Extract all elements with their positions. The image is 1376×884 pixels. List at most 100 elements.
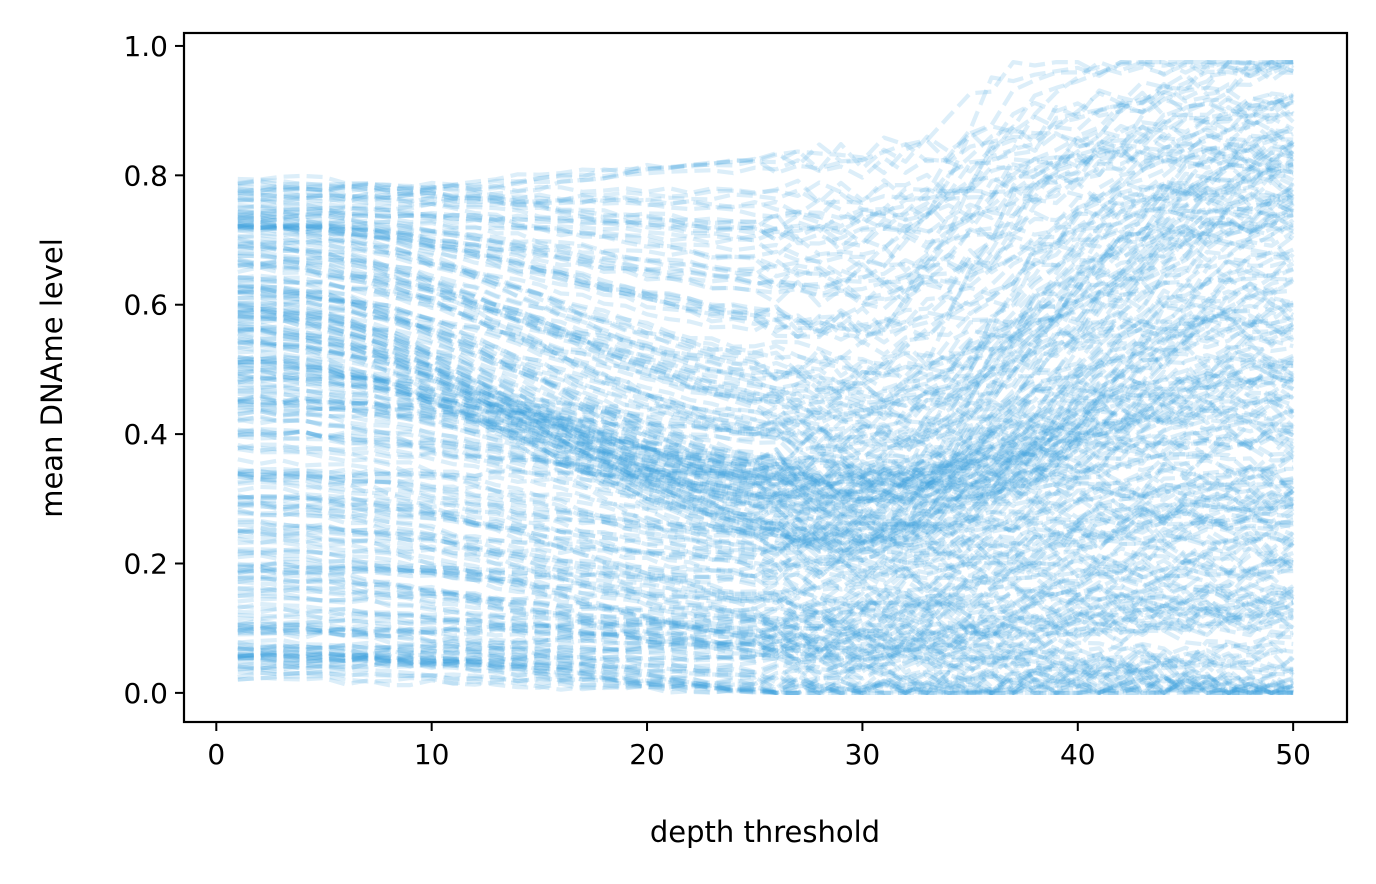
- series-line: [237, 195, 1294, 395]
- series-line: [237, 639, 1294, 672]
- series-line: [237, 576, 1294, 639]
- series-line: [237, 162, 1294, 376]
- series-line: [237, 90, 1294, 324]
- series-line: [237, 368, 1294, 449]
- series-line: [237, 642, 1295, 695]
- series-line: [237, 313, 1295, 538]
- series-line: [237, 357, 1295, 475]
- x-tick-label: 0: [207, 738, 225, 771]
- series-line: [237, 132, 1295, 405]
- series-line: [237, 359, 1295, 513]
- series-line: [237, 194, 1295, 454]
- series-line: [237, 98, 1294, 295]
- series-line: [237, 92, 1295, 221]
- series-line: [237, 387, 1295, 451]
- series-line: [237, 205, 1295, 393]
- series-line: [237, 480, 1294, 561]
- series-line: [237, 179, 1295, 403]
- series-line: [237, 338, 1294, 559]
- series-line: [237, 631, 1295, 677]
- series-line: [237, 249, 1295, 438]
- series-line: [237, 266, 1294, 487]
- series-line: [237, 442, 1294, 567]
- series-line: [237, 414, 1295, 516]
- series-line: [237, 98, 1295, 346]
- series-line: [237, 522, 1295, 659]
- series-line: [237, 312, 1294, 552]
- series-line: [237, 345, 1294, 591]
- series-line: [237, 604, 1294, 669]
- series-line: [237, 597, 1295, 687]
- series-line: [237, 623, 1294, 695]
- series-line: [237, 611, 1294, 662]
- series-line: [237, 397, 1295, 461]
- series-line: [237, 60, 1295, 249]
- series-line: [237, 554, 1294, 599]
- series-line: [237, 409, 1294, 491]
- series-line: [237, 167, 1295, 293]
- series-line: [237, 596, 1294, 641]
- series-line: [237, 180, 1295, 461]
- series-line: [237, 509, 1294, 614]
- series-line: [237, 651, 1294, 695]
- series-line: [237, 467, 1295, 528]
- series-line: [237, 652, 1294, 695]
- series-line: [237, 174, 1295, 382]
- x-axis: 0 10 20 30 40 50: [207, 722, 1311, 771]
- series-line: [237, 98, 1295, 229]
- series-line: [237, 467, 1294, 585]
- series-line: [237, 430, 1294, 556]
- y-tick-label: 0.8: [123, 159, 168, 192]
- series-line: [237, 93, 1295, 205]
- plot-area: [182, 31, 1349, 724]
- series-line: [237, 551, 1294, 595]
- series-line: [237, 150, 1294, 302]
- series-line: [237, 335, 1294, 545]
- series-line: [237, 395, 1295, 496]
- series-line: [237, 181, 1294, 370]
- series-line: [237, 397, 1294, 500]
- series-line: [237, 208, 1295, 435]
- series-line: [237, 591, 1294, 663]
- series-line: [237, 493, 1294, 583]
- series-line: [237, 601, 1294, 678]
- series-line: [237, 531, 1295, 632]
- series-line: [237, 649, 1294, 695]
- series-line: [237, 364, 1294, 450]
- series-line: [237, 192, 1294, 481]
- series-line: [237, 587, 1294, 662]
- series-line: [237, 448, 1295, 551]
- series-line: [237, 407, 1294, 507]
- series-line: [237, 509, 1294, 632]
- series-line: [237, 457, 1294, 550]
- series-line: [237, 645, 1295, 674]
- series-line: [237, 647, 1294, 695]
- series-line: [237, 119, 1294, 340]
- series-line: [237, 146, 1295, 340]
- series-line: [237, 369, 1294, 551]
- series-line: [237, 599, 1294, 631]
- series-line: [237, 202, 1295, 455]
- series-line: [237, 651, 1294, 695]
- series-line: [237, 341, 1295, 500]
- series-line: [237, 157, 1295, 400]
- series-line: [237, 405, 1295, 484]
- series-line: [237, 564, 1294, 675]
- series-line: [237, 287, 1295, 493]
- plot-frame: [182, 31, 1349, 724]
- series-line: [237, 553, 1295, 588]
- series-line: [237, 641, 1295, 685]
- x-tick-label: 40: [1060, 738, 1096, 771]
- series-line: [237, 559, 1294, 624]
- series-line: [237, 300, 1294, 524]
- series-line: [237, 296, 1295, 579]
- series-line: [237, 623, 1295, 695]
- series-line: [237, 667, 1294, 695]
- series-line: [237, 189, 1294, 418]
- series-line: [237, 327, 1294, 571]
- series-line: [237, 85, 1294, 220]
- series-line: [237, 390, 1295, 474]
- series-line: [237, 165, 1294, 311]
- series-line: [237, 60, 1294, 233]
